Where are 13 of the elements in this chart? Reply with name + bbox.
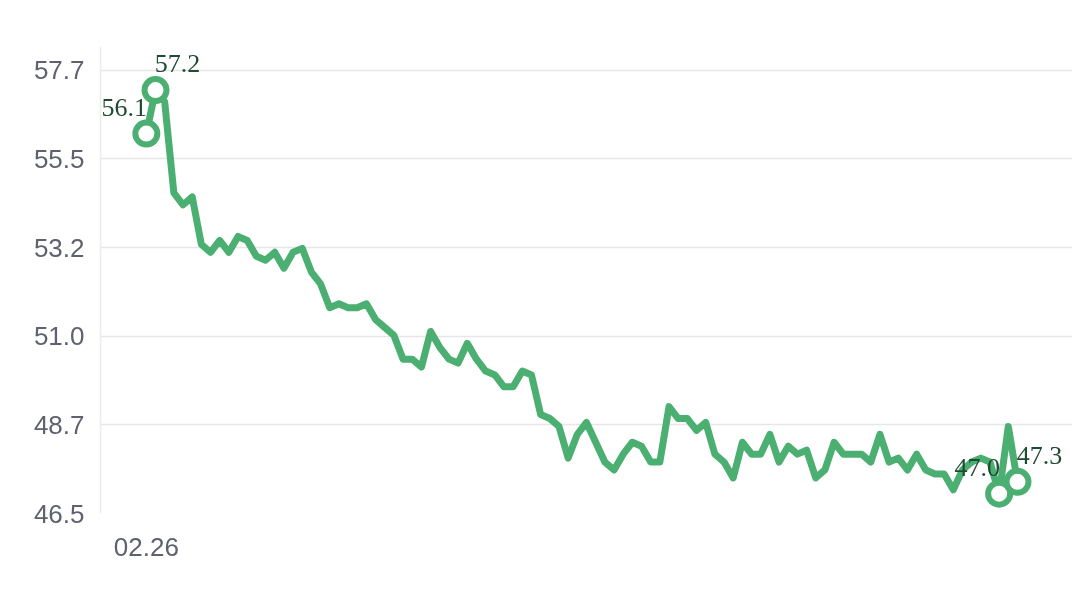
point [132,119,161,148]
point [1003,467,1032,496]
data-label: 47.3 [1016,440,1063,470]
y-tick-label: 55.5 [33,143,85,174]
data-label: 57.2 [154,49,201,79]
y-tick-label: 51.0 [33,321,85,352]
y-tick-label: 57.7 [33,55,85,86]
y-tick-label: 48.7 [33,409,85,440]
y-tick-label: 53.2 [33,232,85,263]
y-tick-label: 46.5 [33,498,85,529]
x-tick-label: 02.26 [113,531,179,562]
data-label: 56.1 [101,92,148,122]
point [985,479,1014,508]
